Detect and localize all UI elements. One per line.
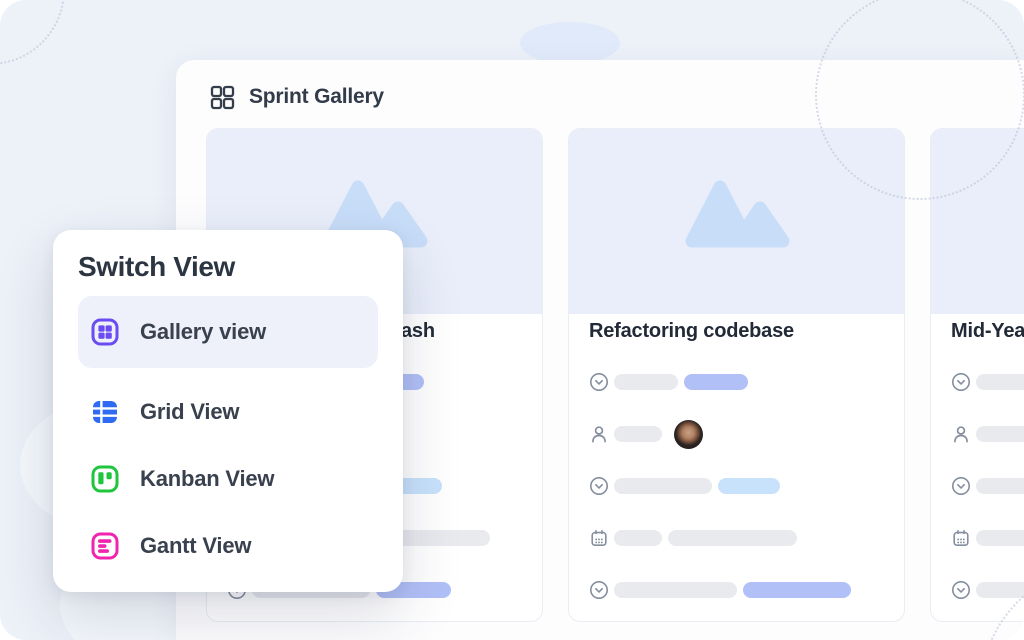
select-chevron-icon [589, 580, 609, 600]
person-icon [589, 424, 609, 444]
card-body: Refactoring codebase [569, 318, 904, 616]
card-fields [951, 356, 1024, 616]
assignee-avatar [674, 419, 703, 449]
field-row [589, 356, 884, 408]
view-option-label: Grid View [140, 398, 240, 424]
gantt-view-icon [90, 531, 120, 561]
skeleton-pill-gray [976, 374, 1024, 390]
skeleton-pill-gray [976, 582, 1024, 598]
card-title: ash [401, 320, 435, 342]
select-chevron-icon [589, 476, 609, 496]
skeleton-pill-gray [614, 374, 678, 390]
panel-header: Sprint Gallery [176, 60, 1024, 110]
field-row [589, 460, 884, 512]
skeleton-pill-gray [976, 478, 1024, 494]
dotted-arc-decoration [0, 0, 65, 65]
view-option-label: Gantt View [140, 532, 252, 558]
skeleton-pill-gray [614, 582, 737, 598]
skeleton-pill-gray [668, 530, 797, 546]
view-option-kanban[interactable]: Kanban View [78, 445, 378, 512]
view-option-gallery[interactable]: Gallery view [78, 296, 378, 368]
gallery-card[interactable]: Mid-Yea [930, 128, 1024, 622]
field-row [951, 460, 1024, 512]
select-chevron-icon [951, 580, 971, 600]
calendar-icon [951, 528, 971, 548]
card-fields [589, 356, 884, 616]
card-cover-placeholder [569, 129, 904, 314]
gallery-view-icon [90, 317, 120, 347]
field-row [951, 408, 1024, 460]
switch-view-popover: Switch View Gallery view [53, 230, 403, 592]
grid-view-icon [90, 397, 120, 427]
field-row [951, 356, 1024, 408]
view-option-grid[interactable]: Grid View [78, 378, 378, 445]
card-cover-placeholder [931, 129, 1024, 314]
person-icon [951, 424, 971, 444]
card-body: Mid-Yea [931, 318, 1024, 616]
field-row [951, 564, 1024, 616]
select-chevron-icon [951, 372, 971, 392]
mountain-image-icon [682, 179, 792, 264]
calendar-icon [589, 528, 609, 548]
view-options-list: Gallery view Grid View [78, 296, 378, 579]
select-chevron-icon [951, 476, 971, 496]
skeleton-pill-skyblue [718, 478, 780, 494]
select-chevron-icon [589, 372, 609, 392]
skeleton-pill-gray [976, 426, 1024, 442]
card-title: Refactoring codebase [589, 320, 794, 342]
skeleton-pill-gray [614, 426, 662, 442]
field-row [589, 564, 884, 616]
view-option-label: Gallery view [140, 319, 267, 344]
gallery-card[interactable]: Refactoring codebase [568, 128, 905, 622]
field-row [951, 512, 1024, 564]
page-title: Sprint Gallery [249, 85, 384, 108]
view-option-label: Kanban View [140, 465, 275, 491]
card-title: Mid-Yea [951, 320, 1024, 342]
skeleton-pill-gray [976, 530, 1024, 546]
skeleton-pill-lavender [684, 374, 748, 390]
skeleton-pill-gray [614, 530, 662, 546]
field-row [589, 512, 884, 564]
grid-layout-icon [210, 85, 235, 110]
view-option-gantt[interactable]: Gantt View [78, 512, 378, 579]
kanban-view-icon [90, 464, 120, 494]
popover-title: Switch View [78, 251, 235, 282]
background-blob [520, 22, 620, 64]
skeleton-pill-gray [614, 478, 712, 494]
field-row [589, 408, 884, 460]
skeleton-pill-lavender [743, 582, 851, 598]
